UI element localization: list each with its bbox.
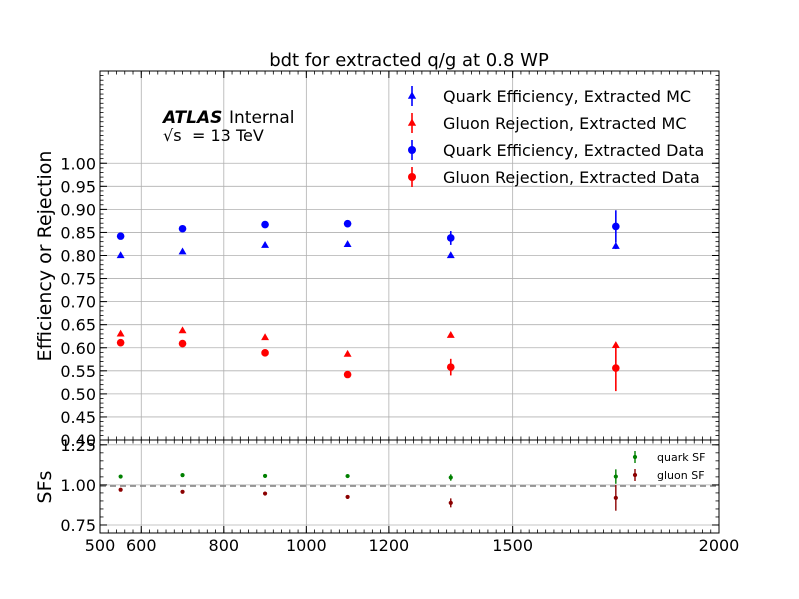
- x-tick-label: 800: [209, 536, 240, 555]
- quark-efficiency-extracted-data-point: [261, 220, 269, 229]
- gluon-rejection-extracted-data-point: [261, 349, 269, 357]
- legend-gluon-sf-label: gluon SF: [657, 469, 705, 482]
- quark-efficiency-extracted-mc-point: [611, 241, 620, 249]
- gluon-rejection-extracted-mc-point: [116, 329, 125, 337]
- gluon-sf-point: [345, 494, 350, 500]
- gluon-rejection-extracted-mc-point: [178, 326, 187, 334]
- y-tick-label: 0.55: [60, 362, 96, 381]
- main-plot-marks: [116, 210, 620, 392]
- y-tick-label: 0.95: [60, 177, 96, 196]
- y-tick-label: 0.50: [60, 385, 96, 404]
- y-tick-label: 0.65: [60, 316, 96, 335]
- y-tick-label: 0.75: [60, 516, 96, 535]
- gluon-sf-point: [262, 491, 268, 496]
- quark-efficiency-extracted-data-point: [178, 224, 187, 233]
- legend-gluon-rejection-extracted-data-marker: [408, 173, 416, 181]
- legend-quark-sf-marker: [632, 454, 638, 460]
- y-tick-label: 0.80: [60, 247, 96, 266]
- quark-efficiency-extracted-data-point: [446, 234, 455, 242]
- x-tick-label: 600: [126, 536, 157, 555]
- sf-plot-frame: [99, 439, 720, 534]
- atlas-label-atlas: ATLAS: [161, 108, 222, 128]
- main-y-axis-label: Efficiency or Rejection: [34, 151, 56, 362]
- sf-plot-ticks: 500 600 800 1000 1200 1500 2000 0.75 1.00 1.25: [60, 436, 739, 555]
- quark-efficiency-extracted-data-point: [116, 232, 125, 240]
- legend-quark-sf-label: quark SF: [657, 451, 705, 464]
- quark-efficiency-extracted-mc-point: [116, 251, 125, 259]
- y-tick-label: 1.00: [60, 476, 96, 495]
- legend-quark-efficiency-extracted-data-label: Quark Efficiency, Extracted Data: [443, 141, 704, 160]
- y-tick-label: 1.00: [60, 154, 96, 173]
- gluon-rejection-extracted-mc-point: [446, 330, 455, 338]
- y-tick-label: 0.85: [60, 223, 96, 242]
- quark-efficiency-extracted-data-point: [343, 219, 352, 228]
- x-tick-label: 2000: [699, 536, 740, 555]
- main-plot-ticks: 0.40 0.45 0.50 0.55 0.60 0.65 0.70 0.75 0.80 0.85…: [60, 71, 720, 450]
- gluon-rejection-extracted-mc-point: [611, 341, 620, 349]
- quark-sf-point: [613, 474, 618, 479]
- quark-sf-point: [345, 473, 350, 479]
- gluon-sf-point: [180, 489, 185, 494]
- legend-quark-efficiency-extracted-data-marker: [408, 146, 416, 154]
- x-tick-label: 1200: [369, 536, 410, 555]
- gluon-rejection-extracted-data-point: [116, 338, 125, 347]
- legend-gluon-sf-marker: [632, 472, 638, 478]
- quark-efficiency-extracted-mc-point: [178, 247, 187, 255]
- quark-sf-point: [118, 474, 123, 479]
- y-tick-label: 0.40: [60, 431, 96, 450]
- quark-efficiency-extracted-mc-point: [343, 240, 352, 248]
- gluon-rejection-extracted-data-point: [612, 364, 620, 372]
- quark-efficiency-extracted-data-point: [612, 222, 620, 231]
- quark-sf-point: [180, 473, 185, 478]
- atlas-label-energy: = 13 TeV: [192, 126, 264, 145]
- y-tick-label: 1.25: [60, 436, 96, 455]
- gluon-rejection-extracted-mc-point: [261, 333, 270, 341]
- main-legend: Quark Efficiency, Extracted MC Gluon Reje…: [407, 86, 704, 187]
- chart-title: bdt for extracted q/g at 0.8 WP: [269, 50, 549, 71]
- legend-quark-efficiency-extracted-mc-label: Quark Efficiency, Extracted MC: [443, 87, 691, 106]
- main-plot-grid: [99, 71, 720, 441]
- gluon-rejection-extracted-data-point: [343, 370, 352, 379]
- gluon-sf-point: [448, 500, 453, 505]
- gluon-sf-point: [118, 487, 123, 492]
- y-tick-label: 0.70: [60, 293, 96, 312]
- atlas-label-internal: Internal: [229, 108, 295, 128]
- atlas-label: ATLAS Internal √s = 13 TeV: [161, 108, 295, 145]
- x-tick-label: 1000: [286, 536, 327, 555]
- legend-gluon-rejection-extracted-mc-marker: [407, 118, 417, 126]
- sf-legend: quark SF gluon SF: [632, 451, 705, 482]
- quark-efficiency-extracted-mc-point: [261, 241, 270, 248]
- sf-y-axis-label: SFs: [34, 471, 56, 504]
- sf-plot-marks: [118, 469, 618, 511]
- gluon-rejection-extracted-data-point: [178, 339, 187, 348]
- quark-efficiency-extracted-mc-point: [446, 251, 455, 259]
- legend-gluon-rejection-extracted-data-label: Gluon Rejection, Extracted Data: [443, 168, 700, 187]
- atlas-label-sqrt: √s: [163, 126, 182, 145]
- quark-sf-point: [448, 475, 453, 480]
- gluon-rejection-extracted-data-point: [446, 363, 455, 371]
- legend-gluon-rejection-extracted-mc-label: Gluon Rejection, Extracted MC: [443, 114, 687, 133]
- y-tick-label: 0.45: [60, 408, 96, 427]
- x-tick-label: 1500: [492, 536, 533, 555]
- y-tick-label: 0.90: [60, 200, 96, 219]
- x-tick-label: 500: [85, 536, 116, 555]
- quark-sf-point: [262, 473, 268, 479]
- legend-quark-efficiency-extracted-mc-marker: [407, 91, 417, 99]
- y-tick-label: 0.60: [60, 339, 96, 358]
- gluon-rejection-extracted-mc-point: [343, 349, 352, 357]
- gluon-sf-point: [613, 495, 618, 500]
- y-tick-label: 0.75: [60, 270, 96, 289]
